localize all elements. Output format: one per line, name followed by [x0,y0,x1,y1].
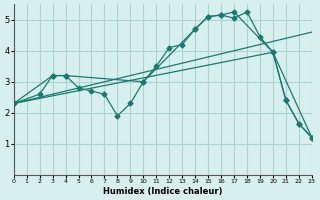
X-axis label: Humidex (Indice chaleur): Humidex (Indice chaleur) [103,187,222,196]
